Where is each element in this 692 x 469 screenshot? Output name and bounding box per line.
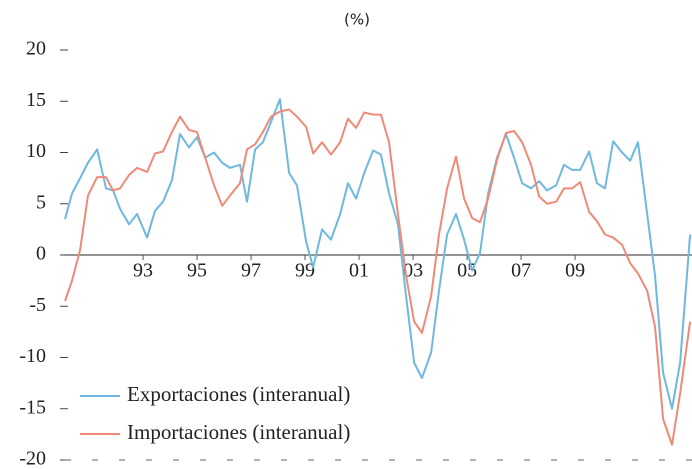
legend-label: Exportaciones (interanual) bbox=[127, 382, 350, 406]
x-tick-label: 93 bbox=[133, 260, 153, 282]
chart-title: (%) bbox=[344, 11, 370, 29]
y-tick-label: -15 bbox=[19, 396, 46, 418]
x-tick-label: 05 bbox=[457, 260, 477, 282]
y-tick-label: -20 bbox=[19, 448, 46, 469]
legend-label: Importaciones (interanual) bbox=[127, 420, 350, 444]
x-tick-label: 09 bbox=[565, 260, 585, 282]
y-tick-label: 20 bbox=[26, 38, 46, 60]
y-tick-label: 10 bbox=[26, 140, 46, 162]
x-tick-label: 03 bbox=[403, 260, 423, 282]
y-tick-label: 5 bbox=[36, 191, 46, 213]
series-line bbox=[64, 98, 692, 410]
x-tick-label: 99 bbox=[295, 260, 315, 282]
y-tick-label: 0 bbox=[36, 243, 46, 265]
x-tick-label: 01 bbox=[349, 260, 369, 282]
x-tick-label: 97 bbox=[241, 260, 261, 282]
y-tick-label: -5 bbox=[29, 294, 46, 316]
y-tick-label: 15 bbox=[26, 89, 46, 111]
x-tick-label: 07 bbox=[511, 260, 531, 282]
x-tick-label: 95 bbox=[187, 260, 207, 282]
series-line bbox=[64, 108, 692, 446]
y-tick-label: -10 bbox=[19, 345, 46, 367]
